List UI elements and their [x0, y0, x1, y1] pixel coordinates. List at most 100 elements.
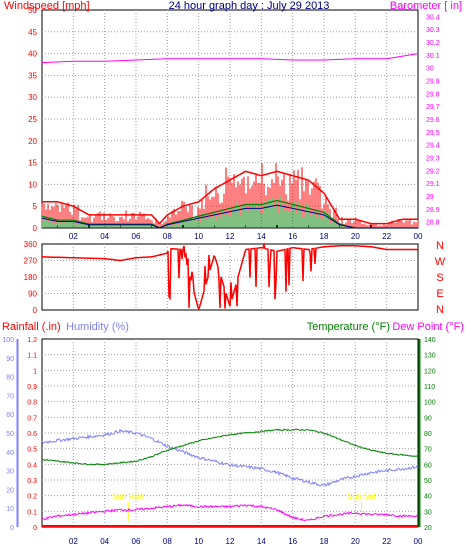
direction-y-tick-label: 90	[28, 290, 37, 299]
barometer-y-tick-label: 29.1	[426, 181, 440, 188]
humidity-y-tick-label: 50	[6, 431, 14, 438]
chart-title: 24 hour graph day : July 29 2013	[169, 0, 330, 12]
wind-y-tick-label: 40	[28, 50, 37, 59]
barometer-y-tick-label: 29.4	[426, 143, 440, 150]
temperature-y-tick-label: 90	[424, 415, 432, 422]
wind-x-tick-label: 02	[69, 232, 78, 241]
barometer-y-tick-label: 29.3	[426, 155, 440, 162]
barometer-y-tick-label: 28.8	[426, 220, 440, 227]
rain-x-tick-label: 22	[382, 537, 391, 546]
barometer-y-tick-label: 30.2	[426, 40, 440, 47]
wind-y-tick-label: 5	[33, 202, 38, 211]
wind-y-tick-label: 45	[28, 28, 37, 37]
rain-x-tick-label: 06	[132, 537, 141, 546]
sunset-annotation: Sun Set	[347, 492, 376, 501]
rain-y-tick-label: 0.8	[27, 400, 37, 407]
wind-x-tick-label: 20	[351, 232, 360, 241]
barometer-y-tick-label: 30.1	[426, 53, 440, 60]
dewpoint-line	[41, 503, 418, 522]
humidity-axis-label: Humidity (%)	[66, 321, 129, 333]
wind-x-tick-label: 12	[226, 232, 235, 241]
wind-y-tick-label: 20	[28, 137, 37, 146]
barometer-y-tick-label: 29.5	[426, 130, 440, 137]
humidity-y-tick-label: 30	[6, 469, 14, 476]
rain-y-tick-label: 1.2	[27, 337, 37, 344]
wind-x-tick-label: 06	[132, 232, 141, 241]
barometer-axis-label: Barometer [ in]	[390, 0, 462, 12]
barometer-y-tick-label: 29	[426, 194, 434, 201]
rain-y-tick-label: 0	[33, 525, 37, 532]
rain-x-tick-label: 00	[414, 537, 423, 546]
rain-y-tick-label: 0.9	[27, 384, 37, 391]
direction-compass-letter: W	[435, 256, 446, 268]
barometer-y-tick-label: 30.3	[426, 27, 440, 34]
rain-y-tick-label: 1	[33, 368, 37, 375]
sunrise-annotation: Sun Rise	[112, 492, 145, 501]
rain-x-tick-label: 10	[194, 537, 203, 546]
rain-x-tick-label: 18	[320, 537, 329, 546]
direction-y-tick-label: 180	[24, 273, 38, 282]
wind-x-tick-label: 16	[288, 232, 297, 241]
temperature-y-tick-label: 70	[424, 447, 432, 454]
humidity-y-tick-label: 10	[6, 506, 14, 513]
direction-y-tick-label: 360	[24, 240, 38, 249]
rainfall-axis-label: Rainfall (.in)	[2, 321, 61, 333]
barometer-line	[41, 53, 419, 64]
wind-y-tick-label: 0	[33, 224, 38, 233]
temperature-y-tick-label: 80	[424, 431, 432, 438]
temperature-y-tick-label: 100	[424, 400, 436, 407]
wind-y-tick-label: 35	[28, 71, 37, 80]
humidity-y-tick-label: 80	[6, 375, 14, 382]
wind-x-tick-label: 14	[257, 232, 266, 241]
windspeed-axis-label: Windspeed [mph]	[4, 0, 90, 12]
temperature-y-tick-label: 110	[424, 384, 435, 391]
tick-label-layer: 02 04 06 08 10 12 14 16 18 20 22 000510152025303540…	[2, 6, 445, 546]
temperature-y-tick-label: 120	[424, 368, 436, 375]
rain-x-tick-label: 08	[163, 537, 172, 546]
grid-layer	[16, 10, 421, 527]
barometer-y-tick-label: 29.9	[426, 79, 440, 86]
wind-y-tick-label: 15	[28, 159, 37, 168]
barometer-y-tick-label: 29.6	[426, 117, 440, 124]
humidity-y-tick-label: 20	[6, 487, 14, 494]
rain-y-tick-label: 0.4	[27, 462, 37, 469]
humidity-y-tick-label: 40	[6, 450, 14, 457]
rain-y-tick-label: 0.1	[27, 509, 37, 516]
rain-y-tick-label: 0.6	[27, 431, 37, 438]
rain-y-tick-label: 1.1	[27, 353, 37, 360]
barometer-y-tick-label: 29.7	[426, 104, 440, 111]
direction-compass-letter: N	[436, 240, 444, 252]
humidity-y-tick-label: 100	[2, 337, 14, 344]
barometer-y-tick-label: 29.2	[426, 168, 440, 175]
rain-y-tick-label: 0.5	[27, 447, 37, 454]
rain-y-tick-label: 0.7	[27, 415, 37, 422]
temperature-y-tick-label: 30	[424, 509, 432, 516]
rain-y-tick-label: 0.2	[27, 494, 37, 501]
temperature-y-tick-label: 40	[424, 494, 432, 501]
wind-x-tick-label: 08	[163, 232, 172, 241]
direction-compass-letter: N	[436, 304, 444, 316]
direction-compass-letter: E	[436, 288, 443, 300]
temperature-y-tick-label: 140	[424, 337, 436, 344]
wind-x-tick-label: 10	[194, 232, 203, 241]
wind-x-tick-label: 04	[100, 232, 109, 241]
barometer-y-tick-label: 30	[426, 66, 434, 73]
temperature-y-tick-label: 60	[424, 462, 432, 469]
humidity-y-tick-label: 0	[10, 525, 14, 532]
temperature-line	[41, 428, 419, 466]
direction-y-tick-label: 0	[33, 306, 38, 315]
wind-y-tick-label: 30	[28, 93, 37, 102]
wind-x-tick-label: 18	[320, 232, 329, 241]
rain-x-tick-label: 20	[351, 537, 360, 546]
temperature-y-tick-label: 20	[424, 525, 432, 532]
barometer-y-tick-label: 28.9	[426, 207, 440, 214]
rain-x-tick-label: 12	[226, 537, 235, 546]
humidity-y-tick-label: 70	[6, 393, 14, 400]
wind-y-tick-label: 50	[28, 6, 37, 15]
wind-y-tick-label: 25	[28, 115, 37, 124]
barometer-y-tick-label: 30.4	[426, 14, 440, 21]
rain-x-tick-label: 16	[288, 537, 297, 546]
humidity-y-tick-label: 90	[6, 356, 14, 363]
